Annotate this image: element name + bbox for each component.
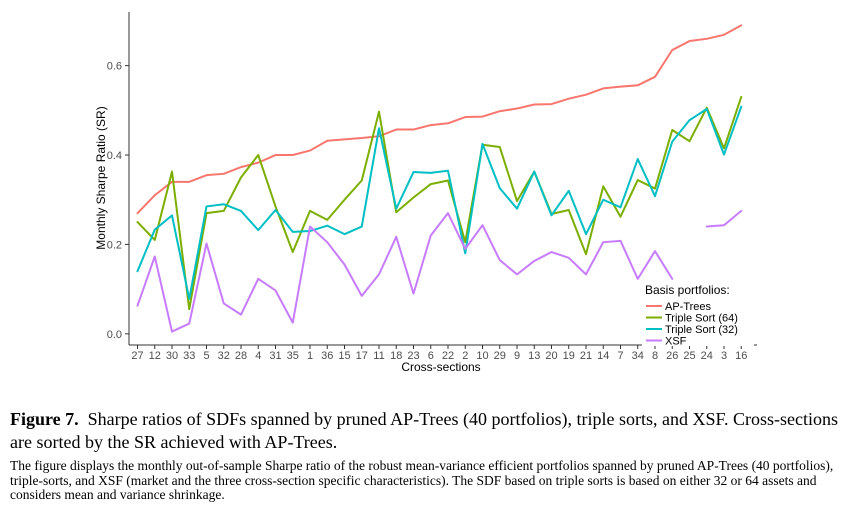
x-tick-label: 13 [528, 350, 540, 362]
legend-title: Basis portfolios: [645, 283, 730, 297]
x-tick-label: 3 [721, 350, 727, 362]
y-axis-ticks: 0.0 0.2 0.4 0.6 [107, 61, 129, 341]
x-tick-label: 5 [203, 350, 209, 362]
x-tick-label: 25 [683, 350, 695, 362]
legend-background [642, 296, 754, 346]
caption-title: Figure 7. Sharpe ratios of SDFs spanned … [10, 408, 856, 454]
y-tick-label: 0.6 [107, 61, 122, 73]
x-tick-label: 28 [235, 350, 247, 362]
x-axis-title: Cross-sections [401, 360, 480, 374]
x-tick-label: 20 [545, 350, 557, 362]
y-axis-title: Monthly Sharpe Ratio (SR) [94, 106, 108, 249]
x-tick-label: 6 [428, 350, 434, 362]
x-tick-label: 15 [338, 350, 350, 362]
legend-label: Triple Sort (32) [665, 324, 738, 336]
series-line-ap-trees [136, 24, 743, 215]
x-tick-label: 29 [494, 350, 506, 362]
x-tick-label: 27 [131, 350, 143, 362]
x-tick-label: 31 [269, 350, 281, 362]
x-tick-label: 24 [701, 350, 713, 362]
x-axis-ticks: 27 12 30 33 5 32 28 4 31 35 1 36 15 17 11 18 23 6 22 2 10 29 9… [131, 345, 747, 362]
figure-title: Sharpe ratios of SDFs spanned by pruned … [10, 409, 839, 452]
legend-label: AP-Trees [665, 301, 712, 313]
x-tick-label: 22 [442, 350, 454, 362]
x-tick-label: 34 [632, 350, 644, 362]
x-tick-label: 11 [373, 350, 384, 362]
series-line-xsf [136, 209, 743, 333]
x-tick-label: 32 [218, 350, 230, 362]
legend-label: Triple Sort (64) [665, 313, 738, 325]
x-tick-label: 19 [563, 350, 575, 362]
y-tick-label: 0.2 [107, 239, 122, 251]
legend-label: XSF [665, 336, 687, 348]
x-tick-label: 16 [735, 350, 747, 362]
x-tick-label: 1 [307, 350, 313, 362]
x-tick-label: 33 [183, 350, 195, 362]
x-tick-label: 14 [597, 350, 609, 362]
x-tick-label: 18 [390, 350, 402, 362]
x-tick-label: 35 [287, 350, 299, 362]
x-tick-label: 10 [476, 350, 488, 362]
x-tick-label: 4 [255, 350, 261, 362]
x-tick-label: 2 [462, 350, 468, 362]
x-tick-label: 21 [580, 350, 592, 362]
x-tick-label: 36 [321, 350, 333, 362]
series-line-triple-sort-64 [136, 95, 743, 311]
sharpe-ratio-chart: 0.00.20.40.6 27 12 30 33 5 32 28 4 31 35 1 36 15 17 11… [94, 12, 757, 374]
figure-caption: Figure 7. Sharpe ratios of SDFs spanned … [10, 408, 856, 503]
series-line-triple-sort-32 [136, 105, 743, 300]
figure-label: Figure 7. [10, 409, 79, 429]
x-tick-label: 30 [166, 350, 178, 362]
x-tick-label: 9 [514, 350, 520, 362]
x-tick-label: 23 [407, 350, 419, 362]
x-tick-label: 17 [356, 350, 368, 362]
caption-description: The figure displays the monthly out-of-s… [10, 458, 834, 502]
series-lines [136, 24, 743, 333]
x-tick-label: 12 [149, 350, 161, 362]
x-tick-label: 26 [666, 350, 678, 362]
y-tick-label: 0.0 [107, 329, 122, 341]
x-tick-label: 8 [652, 350, 658, 362]
x-tick-label: 7 [617, 350, 623, 362]
y-tick-label: 0.4 [107, 150, 122, 162]
